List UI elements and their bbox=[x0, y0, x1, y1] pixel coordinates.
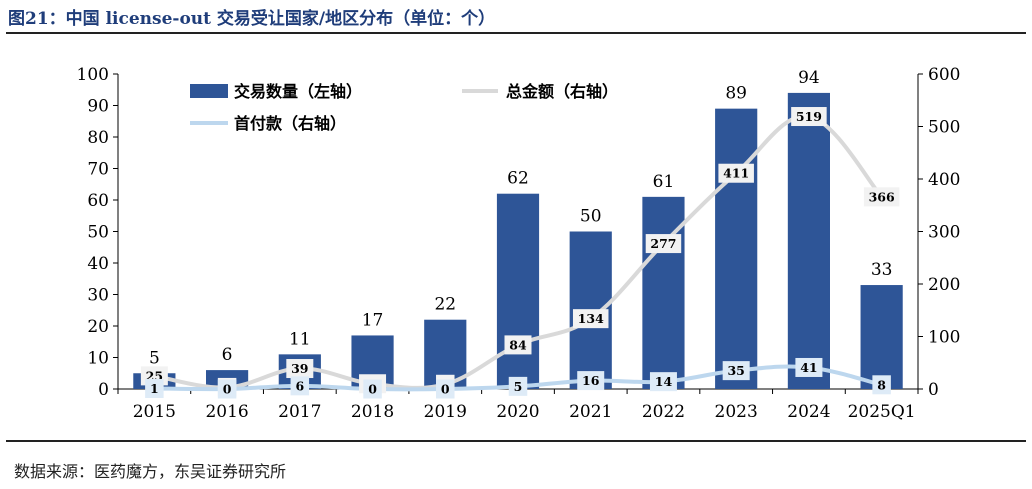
bottom-rule bbox=[6, 440, 1026, 442]
total-amount-label-box bbox=[791, 107, 827, 127]
bar bbox=[715, 108, 758, 390]
upfront-payment-label: 16 bbox=[582, 373, 600, 388]
bar-value-label: 5 bbox=[149, 348, 160, 368]
y-right-tick-label: 100 bbox=[928, 328, 960, 348]
bar bbox=[787, 92, 830, 390]
legend-label-upfront: 首付款（右轴） bbox=[234, 114, 346, 133]
total-amount-label: 411 bbox=[723, 166, 749, 181]
x-tick-label: 2020 bbox=[496, 402, 539, 422]
combo-chart: 0102030405060708090100010020030040050060… bbox=[77, 65, 961, 422]
upfront-payment-label: 6 bbox=[295, 378, 304, 393]
upfront-payment-label-box bbox=[722, 361, 750, 381]
total-amount-label: 519 bbox=[796, 109, 822, 124]
y-left-tick-label: 60 bbox=[87, 191, 109, 211]
y-right-tick-label: 200 bbox=[928, 275, 960, 295]
bar-value-label: 33 bbox=[871, 260, 893, 280]
upfront-payment-label-box bbox=[795, 357, 823, 377]
legend-swatch-bar bbox=[190, 84, 228, 98]
bar bbox=[642, 196, 685, 389]
y-right-tick-label: 300 bbox=[928, 223, 960, 243]
y-left-tick-label: 40 bbox=[87, 254, 109, 274]
x-tick-label: 2023 bbox=[715, 402, 758, 422]
x-tick-label: 2019 bbox=[424, 402, 467, 422]
upfront-payment-label: 0 bbox=[223, 382, 232, 397]
total-amount-label: 84 bbox=[509, 337, 527, 352]
upfront-payment-label: 8 bbox=[877, 377, 886, 392]
total-amount-label: 39 bbox=[291, 361, 308, 376]
y-left-tick-label: 0 bbox=[98, 380, 109, 400]
upfront-payment-label: 41 bbox=[800, 360, 817, 375]
y-right-tick-label: 0 bbox=[928, 380, 939, 400]
upfront-payment-label-box bbox=[363, 379, 382, 399]
upfront-payment-label-box bbox=[217, 379, 237, 399]
y-left-tick-label: 50 bbox=[87, 223, 109, 243]
bar-value-label: 50 bbox=[580, 207, 602, 227]
upfront-payment-label-box bbox=[290, 376, 310, 396]
total-amount-label-box bbox=[286, 359, 314, 379]
bar-value-label: 6 bbox=[222, 345, 233, 365]
x-tick-label: 2017 bbox=[278, 402, 321, 422]
upfront-payment-label: 14 bbox=[655, 374, 673, 389]
bar-value-label: 62 bbox=[507, 169, 529, 189]
upfront-payment-label: 5 bbox=[514, 379, 523, 394]
y-left-tick-label: 80 bbox=[87, 128, 109, 148]
y-left-tick-label: 70 bbox=[87, 160, 109, 180]
total-amount-label-box bbox=[504, 335, 532, 355]
total-amount-label-box bbox=[645, 234, 682, 254]
upfront-payment-label-box bbox=[577, 371, 605, 391]
x-tick-label: 2016 bbox=[205, 402, 248, 422]
y-left-tick-label: 20 bbox=[87, 317, 109, 337]
total-amount-label-box bbox=[718, 163, 754, 183]
total-amount-label: 277 bbox=[650, 236, 676, 251]
upfront-payment-label-box bbox=[872, 375, 891, 395]
x-tick-label: 2024 bbox=[787, 402, 830, 422]
chart-title: 图21：中国 license-out 交易受让国家/地区分布（单位：个） bbox=[8, 9, 496, 29]
y-right-tick-label: 500 bbox=[928, 118, 960, 138]
bar-value-label: 89 bbox=[725, 84, 747, 104]
total-amount-label: 134 bbox=[578, 311, 604, 326]
legend: 交易数量（左轴） 总金额（右轴） 首付款（右轴） bbox=[190, 82, 618, 133]
y-right-tick-label: 600 bbox=[928, 65, 960, 85]
upfront-payment-label: 0 bbox=[441, 382, 450, 397]
total-amount-label-box bbox=[572, 309, 609, 329]
total-amount-label: 366 bbox=[869, 189, 895, 204]
bar-value-label: 11 bbox=[289, 329, 311, 349]
legend-label-total: 总金额（右轴） bbox=[506, 82, 618, 101]
upfront-payment-label-box bbox=[508, 376, 528, 396]
top-rule bbox=[6, 32, 1026, 34]
upfront-payment-label-box bbox=[145, 378, 164, 398]
y-left-tick-label: 90 bbox=[87, 97, 109, 117]
upfront-payment-label: 1 bbox=[150, 381, 159, 396]
total-amount-label-box bbox=[863, 187, 900, 207]
bar-value-label: 61 bbox=[653, 172, 675, 192]
bar bbox=[860, 285, 903, 389]
upfront-payment-label: 35 bbox=[727, 363, 744, 378]
bar bbox=[496, 193, 540, 389]
upfront-payment-label-box bbox=[649, 372, 677, 392]
x-tick-label: 2021 bbox=[569, 402, 612, 422]
upfront-payment-label: 0 bbox=[368, 382, 377, 397]
upfront-payment-label-box bbox=[436, 379, 455, 399]
source-note: 数据来源：医药魔方，东吴证券研究所 bbox=[14, 462, 287, 481]
bar-value-label: 17 bbox=[362, 310, 384, 330]
x-tick-label: 2015 bbox=[133, 402, 176, 422]
y-left-tick-label: 30 bbox=[87, 286, 109, 306]
bar-value-label: 94 bbox=[798, 68, 820, 88]
axes: 0102030405060708090100010020030040050060… bbox=[77, 65, 961, 422]
y-left-tick-label: 10 bbox=[87, 349, 109, 369]
legend-label-bar: 交易数量（左轴） bbox=[234, 82, 362, 101]
data-labels: 5611172262506189943325339109841342774115… bbox=[140, 68, 900, 399]
bar-series bbox=[133, 92, 903, 390]
y-right-tick-label: 400 bbox=[928, 170, 960, 190]
x-tick-label: 2022 bbox=[642, 402, 685, 422]
x-tick-label: 2018 bbox=[351, 402, 394, 422]
y-left-tick-label: 100 bbox=[77, 65, 109, 85]
bar-value-label: 22 bbox=[434, 295, 456, 315]
x-tick-label: 2025Q1 bbox=[848, 402, 916, 422]
